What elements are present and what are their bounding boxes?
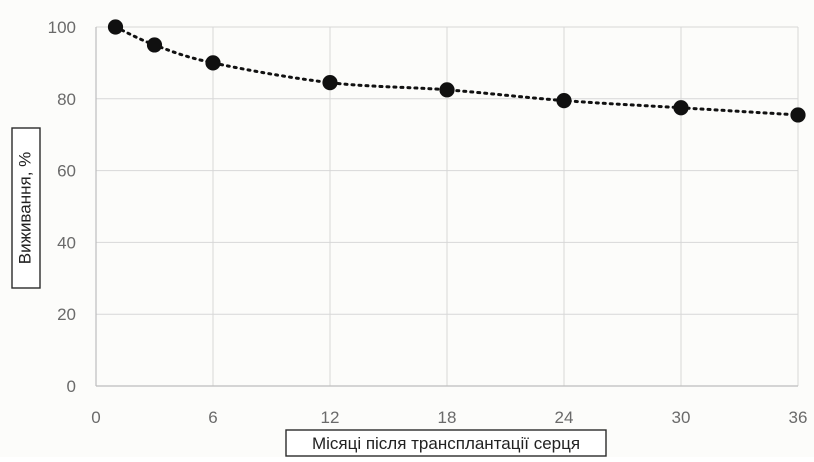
survival-data-point: [673, 100, 689, 116]
x-tick-label: 18: [438, 408, 457, 427]
x-tick-label: 24: [555, 408, 574, 427]
y-axis-title-box: [11, 127, 41, 289]
y-tick-label: 20: [57, 305, 76, 324]
survival-data-point: [556, 92, 572, 109]
x-axis-title-group: Місяці після трансплантації серця: [285, 429, 607, 457]
x-tick-label: 0: [91, 408, 100, 427]
grid: [95, 26, 799, 387]
x-tick-label: 30: [672, 408, 691, 427]
y-axis-title-group: Виживання, %: [11, 127, 41, 289]
survival-data-point: [790, 107, 806, 123]
survival-data-point: [107, 19, 124, 35]
y-tick-label: 40: [57, 233, 76, 252]
survival-data-point: [146, 37, 163, 53]
axes: [95, 27, 798, 387]
x-tick-label: 36: [789, 408, 808, 427]
survival-data-point: [439, 82, 455, 98]
trendline: [114, 25, 800, 117]
tick-labels: 0 20 40 60 80 100 0 6 12 18 24 30 36: [48, 18, 808, 427]
x-tick-label: 12: [321, 408, 340, 427]
y-tick-label: 0: [67, 377, 76, 396]
y-axis-title: Виживання, %: [15, 152, 34, 265]
x-axis-title-box: [285, 429, 607, 457]
y-tick-label: 100: [48, 18, 76, 37]
survival-data-point: [322, 75, 338, 91]
y-tick-label: 80: [57, 90, 76, 109]
x-tick-label: 6: [208, 408, 217, 427]
survival-data-point: [205, 55, 221, 71]
x-axis-title: Місяці після трансплантації серця: [312, 434, 580, 453]
survival-trend-line: [114, 25, 800, 117]
data-points: [107, 19, 806, 123]
y-tick-label: 60: [57, 162, 76, 181]
